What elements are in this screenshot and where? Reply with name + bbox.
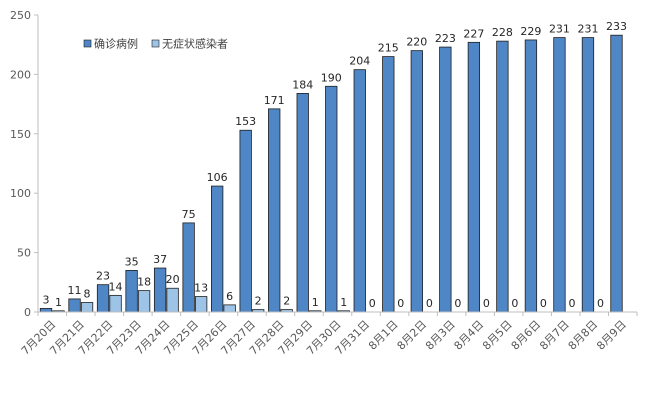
- data-label: 23: [96, 270, 110, 283]
- data-label: 0: [597, 297, 604, 310]
- bar-confirmed: [524, 39, 538, 313]
- data-label: 190: [321, 71, 342, 84]
- data-label: 153: [235, 115, 256, 128]
- bar-confirmed: [553, 37, 566, 313]
- legend-swatch: [83, 39, 92, 48]
- data-label: 2: [255, 295, 262, 308]
- data-label: 3: [43, 293, 50, 306]
- data-label: 0: [568, 297, 575, 310]
- bar-confirmed: [581, 37, 595, 313]
- data-label: 0: [369, 297, 376, 310]
- bar-confirmed: [268, 108, 281, 313]
- legend-label: 无症状感染者: [162, 37, 228, 51]
- bar-confirmed: [439, 46, 452, 313]
- bar-asymptomatic: [137, 290, 151, 313]
- data-label: 14: [109, 280, 123, 293]
- y-tick-label: 50: [17, 247, 31, 260]
- bar-confirmed: [68, 298, 81, 313]
- y-tick-label: 250: [10, 9, 31, 22]
- bars-group: [39, 34, 623, 313]
- legend-label: 确诊病例: [94, 37, 138, 51]
- bar-asymptomatic: [223, 304, 236, 313]
- legend-swatch: [151, 39, 160, 48]
- bar-confirmed: [496, 40, 509, 313]
- data-label: 233: [606, 20, 627, 33]
- bar-confirmed: [125, 270, 138, 313]
- data-label: 0: [426, 297, 433, 310]
- data-label: 35: [125, 255, 139, 268]
- data-label: 227: [463, 27, 484, 40]
- data-label: 0: [397, 297, 404, 310]
- bar-confirmed: [211, 185, 224, 313]
- data-label: 13: [194, 282, 208, 295]
- data-label: 231: [549, 23, 570, 36]
- y-axis-ticks: 0 50 100 150 200 250: [10, 9, 38, 319]
- bar-confirmed: [239, 129, 252, 313]
- data-label: 228: [492, 26, 513, 39]
- bar-confirmed: [353, 69, 366, 313]
- data-label: 215: [378, 42, 399, 55]
- data-label: 6: [226, 290, 233, 303]
- data-label: 106: [207, 171, 228, 184]
- data-label: 0: [454, 297, 461, 310]
- bar-confirmed: [467, 41, 481, 313]
- data-label: 223: [435, 32, 456, 45]
- bar-asymptomatic: [80, 302, 94, 313]
- bar-confirmed: [96, 284, 110, 313]
- x-tick-label: 8月4日: [452, 318, 487, 353]
- data-label: 0: [483, 297, 490, 310]
- x-tick-label: 8月5日: [480, 318, 515, 353]
- data-label: 2: [283, 295, 290, 308]
- x-tick-label: 8月6日: [509, 318, 544, 353]
- y-tick-label: 100: [10, 187, 31, 200]
- data-label: 184: [292, 78, 313, 91]
- data-label: 18: [137, 276, 151, 289]
- bar-confirmed: [382, 56, 395, 313]
- x-tick-label: 8月8日: [566, 318, 601, 353]
- data-label: 1: [340, 296, 347, 309]
- x-tick-label: 8月2日: [395, 318, 430, 353]
- bar-asymptomatic: [194, 296, 208, 313]
- bar-confirmed: [296, 93, 309, 313]
- y-tick-label: 150: [10, 128, 31, 141]
- data-label: 231: [577, 23, 598, 36]
- bar-confirmed: [325, 85, 338, 313]
- y-tick-label: 200: [10, 68, 31, 81]
- x-tick-label: 8月7日: [537, 318, 572, 353]
- data-label: 220: [406, 36, 427, 49]
- data-label: 8: [84, 287, 91, 300]
- bar-asymptomatic: [109, 294, 122, 313]
- x-tick-label: 8月9日: [594, 318, 629, 353]
- x-tick-label: 8月1日: [366, 318, 401, 353]
- data-label: 1: [55, 296, 62, 309]
- data-label: 20: [166, 273, 180, 286]
- bar-confirmed: [153, 267, 167, 313]
- x-axis-ticks: 7月20日7月21日7月22日7月23日7月24日7月25日7月26日7月27日…: [19, 312, 638, 358]
- bar-confirmed: [39, 308, 53, 313]
- bar-confirmed: [410, 50, 423, 313]
- data-label: 229: [520, 25, 541, 38]
- data-label: 11: [68, 284, 82, 297]
- data-label: 75: [182, 208, 196, 221]
- data-label: 204: [349, 55, 370, 68]
- data-label: 171: [264, 94, 285, 107]
- x-tick-label: 8月3日: [423, 318, 458, 353]
- bar-asymptomatic: [166, 287, 179, 313]
- data-label: 0: [540, 297, 547, 310]
- data-label: 0: [511, 297, 518, 310]
- data-label: 1: [312, 296, 319, 309]
- data-label: 37: [153, 253, 167, 266]
- legend: 确诊病例 无症状感染者: [83, 37, 228, 51]
- bar-confirmed: [182, 222, 195, 313]
- bar-confirmed: [610, 34, 623, 313]
- y-tick-label: 0: [24, 306, 31, 319]
